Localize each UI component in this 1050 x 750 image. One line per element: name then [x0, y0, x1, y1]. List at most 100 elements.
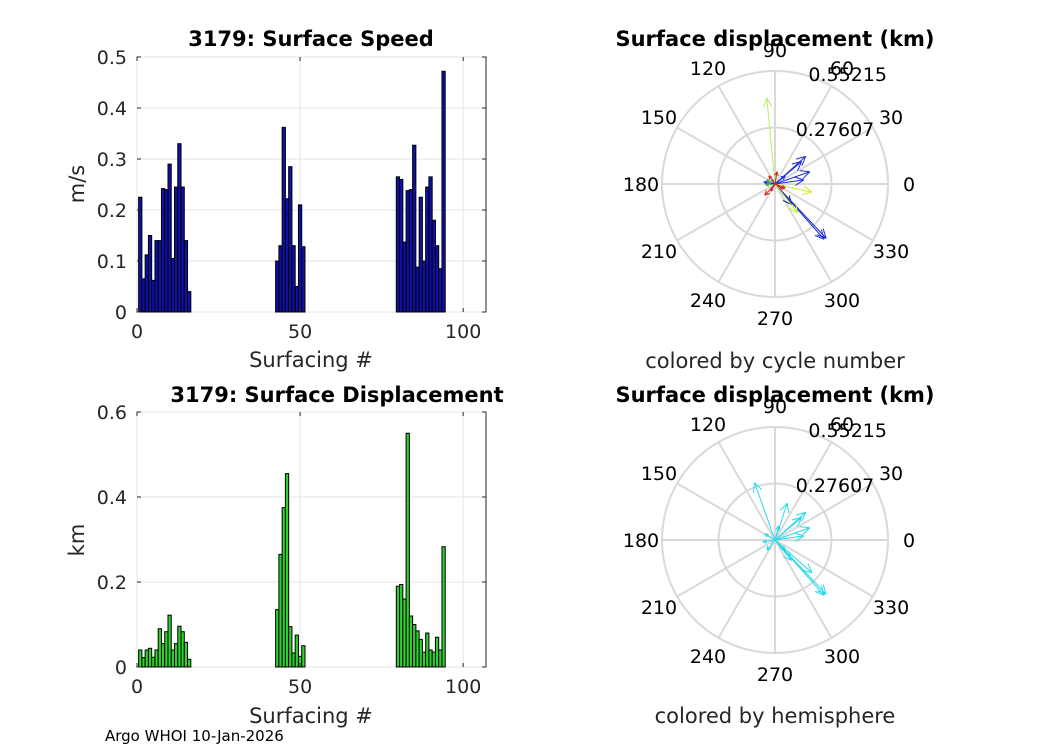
- surface-displacement-xlabel: Surfacing #: [249, 704, 373, 728]
- displacement-arrow: [774, 517, 803, 541]
- polar-spoke: [774, 183, 833, 283]
- surface-displacement-title: 3179: Surface Displacement: [170, 383, 503, 407]
- surface-speed-xlabel: Surfacing #: [249, 348, 373, 372]
- y-tick-label: 0.2: [97, 200, 127, 222]
- displacement-arrow: [774, 171, 779, 185]
- polar-spoke: [676, 482, 776, 541]
- y-tick-label: 0.4: [97, 98, 127, 120]
- x-tick-label: 0: [131, 321, 143, 343]
- polar-angle-label: 270: [757, 664, 793, 686]
- footer-credit: Argo WHOI 10-Jan-2026: [105, 727, 284, 745]
- polar-angle-label: 120: [690, 58, 726, 80]
- surface-speed-ylabel: m/s: [65, 165, 89, 203]
- surface-speed-chart: 3179: Surface Speed 0 50 100 0 0.1 0.2 0.3 0.4 0…: [65, 27, 487, 372]
- bar: [294, 634, 299, 668]
- bar: [183, 240, 189, 313]
- polar-cycle-chart: Surface displacement (km) 0 30 60 90 120 150 1…: [615, 27, 934, 373]
- polar-angle-label: 30: [879, 107, 903, 129]
- polar-ring-label: 0.55215: [808, 64, 887, 86]
- polar-angle-label: 330: [873, 597, 909, 619]
- displacement-arrow: [774, 175, 786, 185]
- bar: [412, 144, 417, 313]
- polar-hemisphere-caption: colored by hemisphere: [655, 704, 896, 728]
- y-tick-label: 0.5: [97, 47, 127, 69]
- bar: [418, 196, 423, 313]
- y-tick-label: 0.1: [97, 251, 127, 273]
- polar-spoke: [717, 539, 776, 639]
- polar-spoke: [676, 539, 776, 598]
- polar-spoke: [676, 126, 776, 185]
- polar-angle-label: 180: [623, 174, 659, 196]
- x-tick-label: 0: [131, 676, 143, 698]
- polar-spoke: [774, 539, 833, 639]
- polar-angle-label: 150: [641, 107, 677, 129]
- bar: [301, 645, 306, 668]
- displacement-arrow: [774, 170, 811, 185]
- polar-hemisphere-chart: Surface displacement (km) 0 30 60 90 120 150 1…: [615, 383, 934, 728]
- y-tick-label: 0.3: [97, 149, 127, 171]
- bar: [167, 163, 172, 313]
- displacement-arrow: [762, 539, 776, 544]
- polar-spoke: [774, 482, 874, 541]
- displacement-arrow: [774, 532, 804, 542]
- y-tick-label: 0: [115, 657, 127, 679]
- polar-angle-label: 90: [763, 396, 787, 418]
- y-tick-label: 0.6: [97, 402, 127, 424]
- y-tick-label: 0.2: [97, 572, 127, 594]
- bar: [183, 641, 189, 668]
- displacement-arrow: [770, 183, 776, 192]
- displacement-arrow: [774, 183, 784, 190]
- displacement-arrow: [774, 183, 827, 239]
- polar-angle-label: 0: [903, 174, 915, 196]
- polar-angle-label: 150: [641, 463, 677, 485]
- polar-spoke: [717, 85, 776, 185]
- x-tick-label: 50: [288, 321, 312, 343]
- y-tick-label: 0.4: [97, 487, 127, 509]
- displacement-arrow: [764, 533, 776, 541]
- displacement-arrow: [774, 539, 786, 551]
- displacement-arrow: [774, 526, 811, 541]
- surface-displacement-ylabel: km: [65, 524, 89, 557]
- displacement-arrow: [762, 97, 776, 185]
- polar-angle-label: 210: [641, 241, 677, 263]
- bar: [288, 166, 293, 313]
- bar: [441, 70, 446, 313]
- bar: [291, 245, 296, 313]
- displacement-arrow: [774, 183, 813, 195]
- polar-spoke: [774, 183, 874, 242]
- y-tick-label: 0: [115, 302, 127, 324]
- bar: [288, 626, 293, 668]
- polar-spoke: [676, 183, 776, 242]
- surface-displacement-chart: 3179: Surface Displacement 0 50 100 0 0.2 0.4…: [65, 383, 504, 728]
- polar-angle-label: 60: [830, 58, 854, 80]
- polar-angle-label: 0: [903, 530, 915, 552]
- polar-angle-label: 60: [830, 414, 854, 436]
- polar-angle-label: 300: [824, 646, 860, 668]
- polar-spoke: [774, 85, 833, 185]
- displacement-arrow: [774, 183, 799, 214]
- x-tick-label: 100: [445, 676, 481, 698]
- polar-spoke: [774, 126, 874, 185]
- polar-angle-label: 180: [623, 530, 659, 552]
- polar-hemisphere-title: Surface displacement (km): [615, 383, 934, 407]
- bar: [147, 235, 153, 313]
- polar-cycle-caption: colored by cycle number: [645, 349, 905, 373]
- polar-spoke: [774, 441, 833, 541]
- polar-angle-label: 330: [873, 241, 909, 263]
- polar-angle-label: 270: [757, 308, 793, 330]
- displacement-arrow: [768, 175, 776, 185]
- surface-speed-title: 3179: Surface Speed: [188, 27, 434, 51]
- polar-ring-label: 0.27607: [796, 475, 875, 497]
- displacement-arrow: [774, 525, 781, 541]
- displacement-arrow: [752, 482, 776, 541]
- polar-spoke: [774, 539, 874, 598]
- polar-cycle-title: Surface displacement (km): [615, 27, 934, 51]
- polar-spoke: [717, 441, 776, 541]
- displacement-arrow: [764, 183, 776, 196]
- polar-angle-label: 240: [690, 290, 726, 312]
- polar-ring-label: 0.27607: [796, 119, 875, 141]
- bar: [187, 658, 192, 668]
- bar: [284, 473, 290, 668]
- displacement-arrow: [763, 180, 776, 185]
